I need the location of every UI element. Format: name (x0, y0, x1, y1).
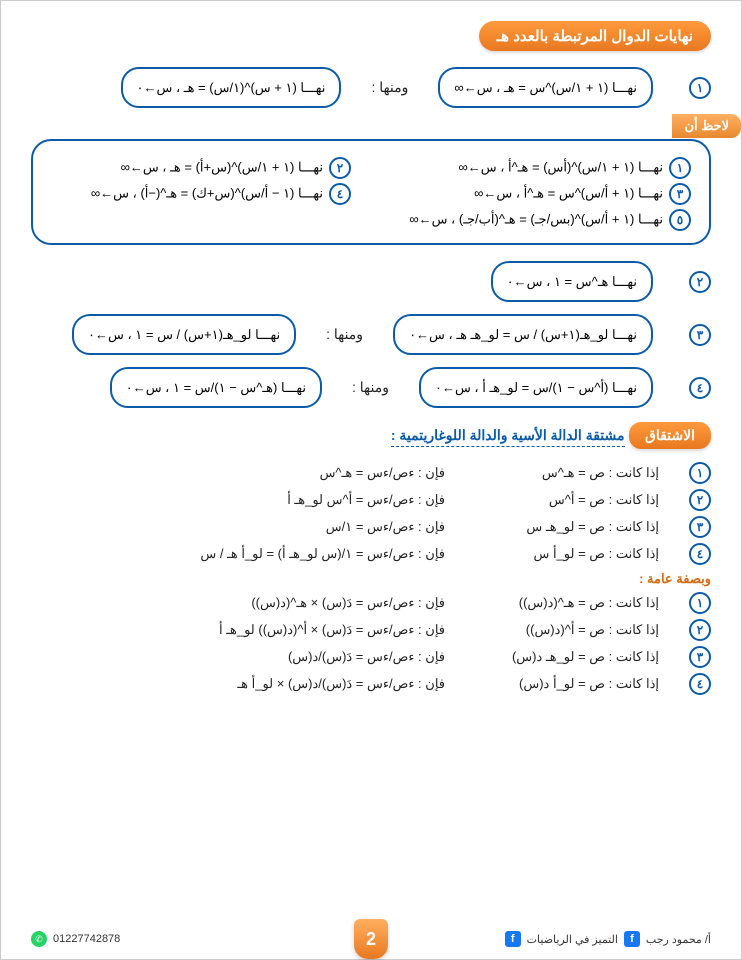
footer: أ/ محمود رجب f التميز في الرياضيات f 2 0… (1, 931, 741, 947)
deriv-line-1: ١ إذا كانت : ص = هـ^س فإن : ءص/ءس = هـ^س (31, 462, 711, 484)
formula-box-3b: نهـــا لو_هـ(١+س) / س = ١ ، س←٠ (72, 314, 296, 355)
note-label: لاحظ أن (672, 114, 741, 138)
num-2: ٢ (689, 271, 711, 293)
footer-center: 2 (354, 919, 388, 959)
note-section: لاحظ أن ١نهـــا (١ + ١/س)^(أس) = هـ^أ ، … (31, 114, 711, 245)
note-num-1: ١ (669, 157, 691, 179)
footer-left: 01227742878 ✆ (31, 931, 120, 947)
formula-box-1b: نهـــا (١ + س)^(١/س) = هـ ، س←٠ (121, 67, 342, 108)
derivation-sub: مشتقة الدالة الأسية والدالة اللوغاريتمية… (391, 427, 625, 447)
whatsapp-icon: ✆ (31, 931, 47, 947)
footer-right: أ/ محمود رجب f التميز في الرياضيات f (505, 931, 711, 947)
gen-line-4: ٤ إذا كانت : ص = لو_أ د(س) فإن : ءص/ءس =… (31, 673, 711, 695)
derivation-title: الاشتقاق (629, 422, 711, 449)
fb-icon-2: f (505, 931, 521, 947)
note-num-3: ٣ (669, 183, 691, 205)
formula-box-1a: نهـــا (١ + ١/س)^س = هـ ، س←∞ (438, 67, 653, 108)
deriv-line-2: ٢ إذا كانت : ص = أ^س فإن : ءص/ءس = أ^س ل… (31, 489, 711, 511)
num-4: ٤ (689, 377, 711, 399)
page-number: 2 (354, 919, 388, 959)
formula-row-1: ١ نهـــا (١ + ١/س)^س = هـ ، س←∞ ومنها : … (31, 61, 711, 114)
page-header: نهايات الدوال المرتبطة بالعدد هـ (31, 21, 711, 61)
derivation-section: الاشتقاق مشتقة الدالة الأسية والدالة الل… (31, 414, 711, 695)
gen-line-1: ١ إذا كانت : ص = هـ^(د(س)) فإن : ءص/ءس =… (31, 592, 711, 614)
between-3: ومنها : (326, 326, 363, 343)
between-1: ومنها : (371, 79, 408, 96)
num-1: ١ (689, 77, 711, 99)
formula-row-3: ٣ نهـــا لو_هـ(١+س) / س = لو_هـ هـ ، س←٠… (31, 308, 711, 361)
formula-box-4a: نهـــا (أ^س − ١)/س = لو_هـ أ ، س←٠ (419, 367, 653, 408)
general-sub: وبصفة عامة : (31, 571, 711, 587)
fb-icon: f (624, 931, 640, 947)
num-3: ٣ (689, 324, 711, 346)
formula-row-2: ٢ نهـــا هـ^س = ١ ، س←٠ (31, 255, 711, 308)
formula-box-2: نهـــا هـ^س = ١ ، س←٠ (491, 261, 653, 302)
gen-line-2: ٢ إذا كانت : ص = أ^(د(س)) فإن : ءص/ءس = … (31, 619, 711, 641)
formula-box-4b: نهـــا (هـ^س − ١)/س = ١ ، س←٠ (110, 367, 322, 408)
deriv-line-4: ٤ إذا كانت : ص = لو_أ س فإن : ءص/ءس = ١/… (31, 543, 711, 565)
note-num-4: ٤ (329, 183, 351, 205)
formula-row-4: ٤ نهـــا (أ^س − ١)/س = لو_هـ أ ، س←٠ ومن… (31, 361, 711, 414)
note-num-2: ٢ (329, 157, 351, 179)
gen-line-3: ٣ إذا كانت : ص = لو_هـ د(س) فإن : ءص/ءس … (31, 646, 711, 668)
formula-box-3a: نهـــا لو_هـ(١+س) / س = لو_هـ هـ ، س←٠ (393, 314, 653, 355)
note-box: ١نهـــا (١ + ١/س)^(أس) = هـ^أ ، س←∞ ٢نهـ… (31, 139, 711, 245)
deriv-line-3: ٣ إذا كانت : ص = لو_هـ س فإن : ءص/ءس = ١… (31, 516, 711, 538)
note-num-5: ٥ (669, 209, 691, 231)
between-4: ومنها : (352, 379, 389, 396)
header-title: نهايات الدوال المرتبطة بالعدد هـ (479, 21, 711, 51)
